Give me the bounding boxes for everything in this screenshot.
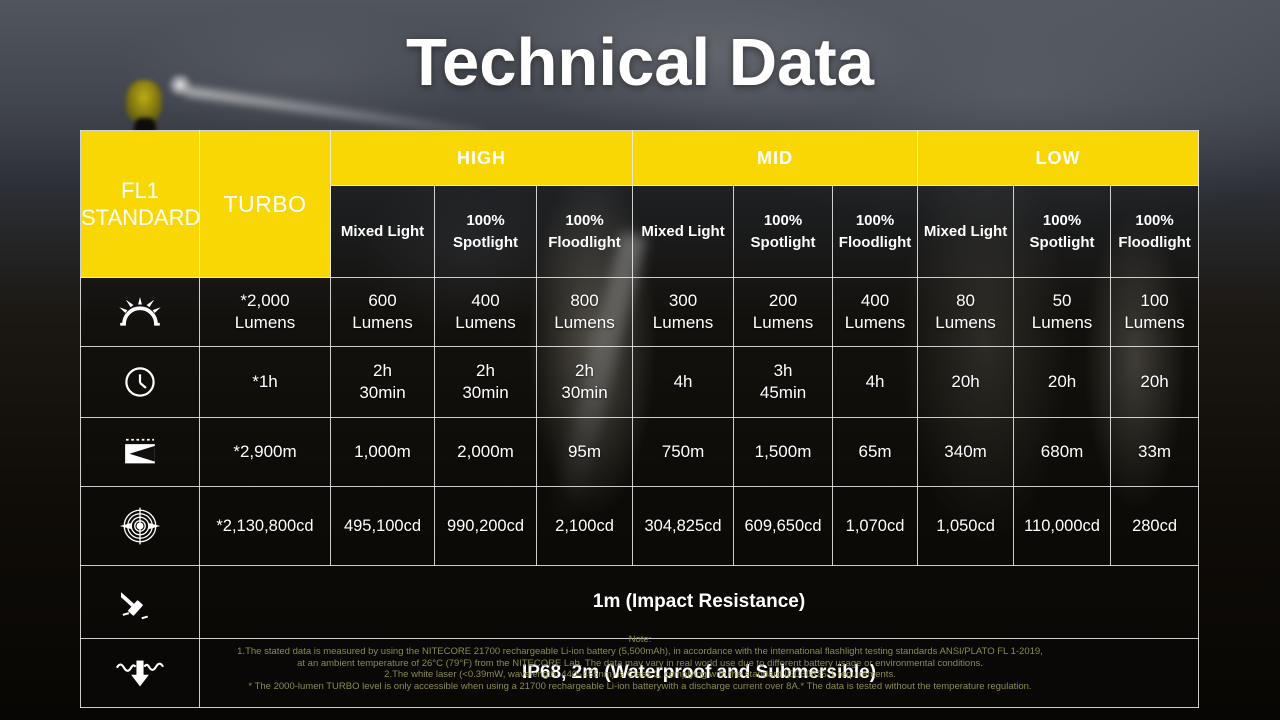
turbo-header: TURBO — [199, 130, 331, 278]
lumens-low-flood: 100 Lumens — [1110, 277, 1200, 347]
impact-resistance-icon — [121, 592, 148, 620]
intensity-high-mixed: 495,100cd — [330, 486, 435, 566]
impact-icon-cell — [80, 565, 200, 639]
intensity-low-spot: 110,000cd — [1013, 486, 1112, 566]
intensity-mid-flood: 1,070cd — [832, 486, 919, 566]
runtime-high-mixed: 2h 30min — [330, 346, 435, 418]
distance-low-spot: 680m — [1013, 417, 1112, 487]
distance-mid-flood: 65m — [832, 417, 919, 487]
intensity-mid-mixed: 304,825cd — [632, 486, 735, 566]
impact-resistance-row: 1m (Impact Resistance) — [80, 565, 1200, 639]
page-title: Technical Data — [406, 25, 874, 100]
group-header-high: HIGH — [329, 130, 634, 186]
subheader-low-floodlight: 100% Floodlight — [1110, 185, 1200, 278]
distance-high-flood: 95m — [535, 417, 634, 487]
subheader-low-mixed-light: Mixed Light — [917, 185, 1015, 278]
footnotes: Note: 1.The stated data is measured by u… — [0, 634, 1280, 693]
runtime-low-flood: 20h — [1110, 346, 1200, 418]
lumens-row: *2,000 Lumens 600 Lumens 400 Lumens 800 … — [80, 277, 1200, 347]
note-line-3: 2.The white laser (<0.39mW, wavelength: … — [384, 669, 896, 681]
beam-distance-icon — [125, 438, 155, 464]
beam-distance-row: *2,900m 1,000m 2,000m 95m 750m 1,500m 65… — [80, 417, 1200, 487]
subheader-high-floodlight: 100% Floodlight — [535, 185, 634, 278]
flashlight-glow — [166, 74, 194, 96]
runtime-high-flood: 2h 30min — [535, 346, 634, 418]
distance-high-mixed: 1,000m — [330, 417, 435, 487]
intensity-row: *2,130,800cd 495,100cd 990,200cd 2,100cd… — [80, 486, 1200, 566]
technical-data-table: FL1 STANDARD TURBO HIGH MID LOW Mixed Li… — [80, 130, 1200, 708]
intensity-turbo: *2,130,800cd — [199, 486, 331, 566]
note-line-2: at an ambient temperature of 26°C (79°F)… — [297, 657, 983, 669]
runtime-high-spot: 2h 30min — [434, 346, 537, 418]
intensity-low-flood: 280cd — [1110, 486, 1200, 566]
subheader-mid-spotlight: 100% Spotlight — [733, 185, 834, 278]
runtime-clock-icon — [125, 367, 155, 397]
peak-intensity-icon — [119, 507, 161, 545]
brightness-icon — [119, 296, 161, 326]
subheader-high-spotlight: 100% Spotlight — [434, 185, 537, 278]
lumens-mid-flood: 400 Lumens — [832, 277, 919, 347]
waterproof-value: IP68, 2m (Waterproof and Submersible) — [198, 638, 1200, 708]
note-line-0: Note: — [628, 634, 652, 645]
lumens-low-spot: 50 Lumens — [1013, 277, 1112, 347]
beam-distance-icon-cell — [80, 417, 200, 487]
distance-low-flood: 33m — [1110, 417, 1200, 487]
runtime-turbo: *1h — [199, 346, 331, 418]
lumens-high-flood: 800 Lumens — [535, 277, 634, 347]
lumens-mid-mixed: 300 Lumens — [632, 277, 735, 347]
intensity-icon-cell — [80, 486, 200, 566]
impact-resistance-value: 1m (Impact Resistance) — [198, 565, 1200, 639]
waterproof-icon — [115, 660, 165, 687]
subheader-mid-mixed-light: Mixed Light — [632, 185, 735, 278]
distance-mid-spot: 1,500m — [733, 417, 834, 487]
distance-turbo: *2,900m — [199, 417, 331, 487]
runtime-icon-cell — [80, 346, 200, 418]
intensity-low-mixed: 1,050cd — [917, 486, 1015, 566]
subheader-mid-floodlight: 100% Floodlight — [832, 185, 919, 278]
person-in-yellow-jacket — [126, 80, 162, 122]
runtime-mid-spot: 3h 45min — [733, 346, 834, 418]
group-header-mid: MID — [632, 130, 919, 186]
lumens-high-spot: 400 Lumens — [434, 277, 537, 347]
lumens-mid-spot: 200 Lumens — [733, 277, 834, 347]
note-line-1: 1.The stated data is measured by using t… — [237, 645, 1043, 657]
lumens-low-mixed: 80 Lumens — [917, 277, 1015, 347]
waterproof-icon-cell — [80, 638, 200, 708]
group-header-low: LOW — [917, 130, 1200, 186]
intensity-high-spot: 990,200cd — [434, 486, 537, 566]
note-line-4: * The 2000-lumen TURBO level is only acc… — [248, 681, 1032, 693]
runtime-mid-flood: 4h — [832, 346, 919, 418]
intensity-high-flood: 2,100cd — [535, 486, 634, 566]
fl1-standard-header: FL1 STANDARD — [80, 130, 200, 278]
lumens-turbo: *2,000 Lumens — [199, 277, 331, 347]
distance-low-mixed: 340m — [917, 417, 1015, 487]
runtime-low-spot: 20h — [1013, 346, 1112, 418]
runtime-low-mixed: 20h — [917, 346, 1015, 418]
subheader-low-spotlight: 100% Spotlight — [1013, 185, 1112, 278]
runtime-row: *1h 2h 30min 2h 30min 2h 30min 4h 3h 45m… — [80, 346, 1200, 418]
distance-high-spot: 2,000m — [434, 417, 537, 487]
distance-mid-mixed: 750m — [632, 417, 735, 487]
lumens-icon-cell — [80, 277, 200, 347]
subheader-high-mixed-light: Mixed Light — [330, 185, 435, 278]
lumens-high-mixed: 600 Lumens — [330, 277, 435, 347]
intensity-mid-spot: 609,650cd — [733, 486, 834, 566]
waterproof-row: IP68, 2m (Waterproof and Submersible) — [80, 638, 1200, 708]
runtime-mid-mixed: 4h — [632, 346, 735, 418]
